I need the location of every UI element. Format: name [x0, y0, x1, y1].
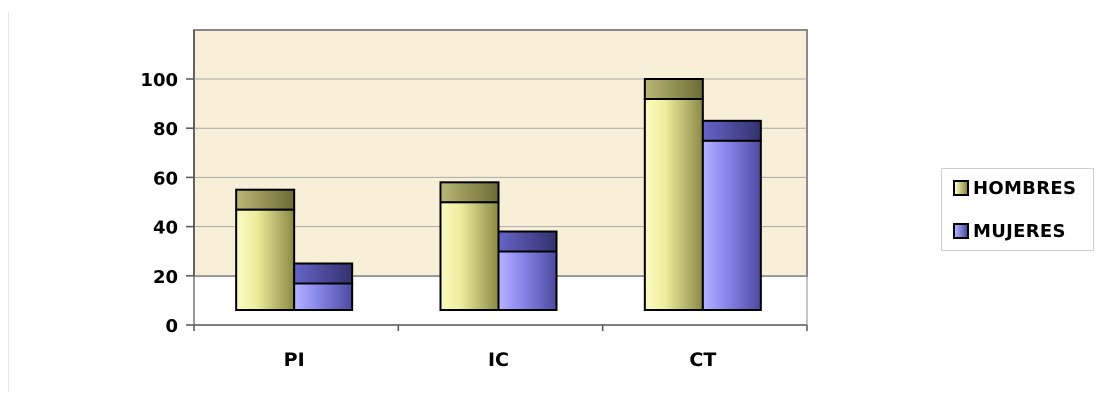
legend-label-hombres: HOMBRES: [973, 177, 1077, 199]
bar-face: [643, 98, 704, 311]
y-axis: 0 20 40 60 80 100: [140, 30, 195, 337]
legend-label-mujeres: MUJERES: [973, 220, 1066, 242]
x-axis: PI IC CT: [193, 276, 808, 371]
legend-swatch-mujeres: [953, 223, 969, 239]
bar-hombres-pi: [235, 188, 296, 311]
bar-face: [701, 139, 762, 311]
y-tick-label: 100: [140, 70, 178, 91]
y-tick-label: 60: [153, 168, 178, 189]
y-tick-label: 20: [153, 267, 178, 288]
legend-swatch-hombres: [953, 180, 969, 196]
legend: HOMBRES MUJERES: [941, 168, 1094, 251]
bar-top: [701, 119, 762, 142]
x-category-label: IC: [488, 349, 509, 371]
legend-item-hombres: HOMBRES: [953, 177, 1076, 199]
bars: [235, 78, 762, 312]
bar-hombres-ct: [643, 78, 704, 311]
bar-mujeres-ic: [497, 230, 558, 312]
bar-face: [235, 208, 296, 311]
y-tick-label: 40: [153, 218, 178, 239]
x-category-label: CT: [689, 349, 716, 371]
bar-face: [293, 282, 354, 311]
bar-face: [439, 201, 500, 312]
bar-hombres-ic: [439, 181, 500, 312]
y-tick-label: 80: [153, 119, 178, 140]
bar-top: [643, 78, 704, 100]
left-border-line: [8, 12, 9, 392]
bar-top: [235, 188, 296, 211]
bar-mujeres-pi: [293, 262, 354, 311]
x-category-label: PI: [284, 349, 305, 371]
y-tick-label: 0: [165, 316, 178, 337]
bar-top: [293, 262, 354, 285]
bar-mujeres-ct: [701, 119, 762, 311]
legend-item-mujeres: MUJERES: [953, 220, 1066, 242]
bar-face: [497, 250, 558, 312]
bar-top: [439, 181, 500, 204]
bar-top: [497, 230, 558, 253]
